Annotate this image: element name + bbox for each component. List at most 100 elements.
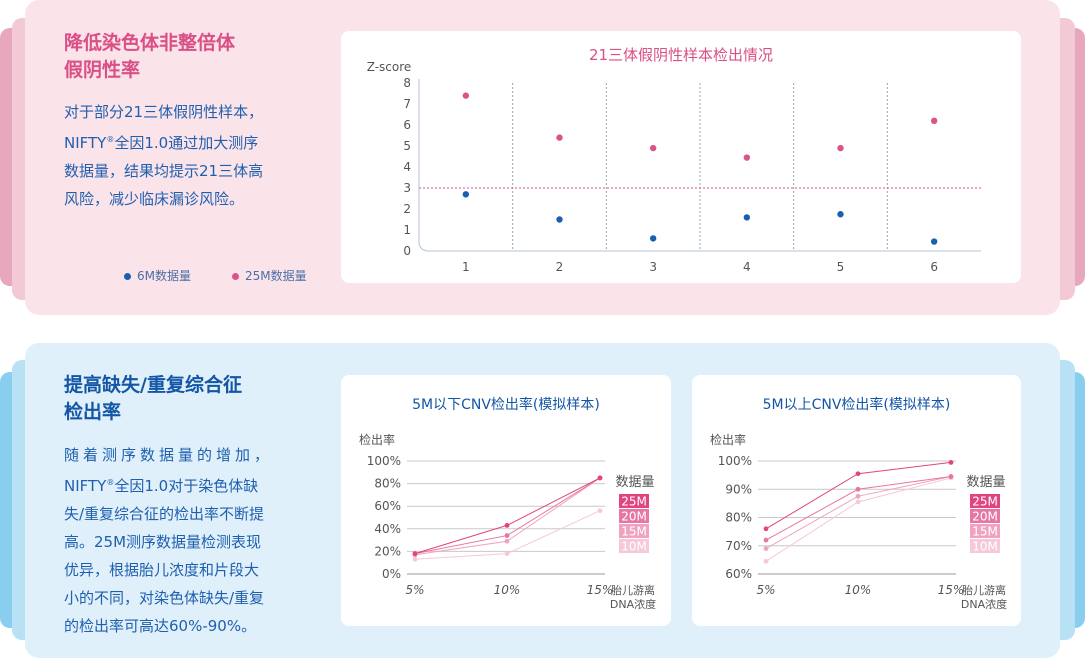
y-tick-label: 80%: [374, 477, 401, 491]
series-point-25m: [597, 475, 603, 481]
bottom-panel-title: 提高缺失/重复综合征 检出率: [64, 372, 242, 426]
point-25m: [649, 144, 657, 152]
top-text-line: 数据量，结果均提示21三体高: [64, 162, 264, 180]
bottom-panel-description: 随着测序数据量的增加， NIFTY®全因1.0对于染色体缺 失/重复综合征的检出…: [64, 441, 324, 640]
legend-6m: 6M数据量: [124, 267, 191, 284]
top-text-line: 对于部分21三体假阴性样本，: [64, 103, 264, 121]
y-tick-label: 4: [403, 160, 411, 174]
legend-25m: 25M数据量: [232, 267, 307, 284]
legend-swatch-15m: [970, 524, 1000, 538]
y-tick-label: 100%: [367, 454, 401, 468]
y-tick-label: 2: [403, 202, 411, 216]
series-point-15m: [855, 493, 861, 499]
y-axis-label: 检出率: [710, 432, 746, 447]
y-tick-label: 20%: [374, 544, 401, 558]
top-text-line: NIFTY®全因1.0通过加大测序: [64, 134, 259, 152]
top-title-line2: 假阴性率: [64, 59, 141, 81]
legend-title: 数据量: [615, 475, 654, 490]
x-axis-label-line2: DNA浓度: [610, 597, 656, 611]
legend-swatch-25m: [970, 494, 1000, 508]
series-point-20m: [504, 533, 510, 538]
legend-swatch-20m: [619, 509, 649, 523]
x-tick-label: 3: [649, 260, 657, 274]
series-point-15m: [504, 538, 510, 544]
series-line-20m: [765, 476, 952, 541]
legend-label-15m: 15M: [621, 525, 647, 539]
point-6m: [462, 191, 470, 198]
x-tick-label: 10%: [494, 583, 521, 597]
y-tick-label: 1: [403, 223, 411, 237]
zscore-scatter-chart: 0 1 2 3 4 5 6 7 8 Z-score 1 2 3 4 5 6: [367, 60, 981, 274]
legend-label-20m: 20M: [621, 510, 647, 524]
x-tick-label: 4: [743, 260, 751, 274]
y-tick-label: 90%: [725, 482, 752, 496]
bottom-text-line: 小的不同，对染色体缺失/重复: [64, 589, 265, 607]
zscore-chart-title: 21三体假阴性样本检出情况: [588, 46, 774, 64]
x-tick-label: 15%: [587, 583, 614, 597]
y-tick-label: 60%: [725, 567, 752, 581]
x-tick-label: 10%: [845, 583, 872, 597]
legend-swatch-25m: [619, 494, 649, 508]
series-point-10m: [855, 499, 861, 505]
y-tick-label: 70%: [725, 539, 752, 553]
series-point-15m: [763, 546, 769, 551]
series-point-25m: [855, 471, 861, 477]
y-axis-label: 检出率: [359, 432, 395, 447]
top-panel-description: 对于部分21三体假阴性样本， NIFTY®全因1.0通过加大测序 数据量，结果均…: [64, 98, 334, 213]
y-tick-label: 3: [403, 181, 411, 195]
point-6m: [837, 211, 844, 218]
y-axis-label: Z-score: [367, 60, 412, 74]
bottom-text-line: NIFTY®全因1.0对于染色体缺: [64, 477, 259, 495]
x-tick-label: 6: [930, 260, 938, 274]
top-panel-title: 降低染色体非整倍体 假阴性率: [64, 30, 235, 84]
legend-label-20m: 20M: [972, 510, 998, 524]
bottom-text-line: 的检出率可高达60%-90%。: [64, 617, 257, 635]
zscore-chart-card: [341, 31, 1021, 283]
x-tick-label: 15%: [938, 583, 965, 597]
legend-label-10m: 10M: [972, 540, 998, 554]
axis-line: [418, 79, 981, 252]
legend-swatch-10m: [619, 539, 649, 553]
cnv-above-5m-title: 5M以上CNV检出率(模拟样本): [762, 397, 951, 413]
y-tick-label: 40%: [374, 522, 401, 536]
series-point-20m: [763, 537, 769, 543]
series-point-25m: [948, 460, 954, 465]
series-point-25m: [504, 523, 510, 528]
legend-label-10m: 10M: [621, 540, 647, 554]
point-6m: [556, 216, 563, 223]
x-axis-label-line1: 胎儿游离: [611, 583, 655, 597]
series-point-10m: [412, 556, 418, 562]
top-text-line: 风险，减少临床漏诊风险。: [64, 190, 245, 208]
y-tick-label: 100%: [718, 454, 752, 468]
bottom-text-line: 随着测序数据量的增加，: [64, 446, 274, 464]
y-tick-label: 80%: [725, 511, 752, 525]
point-25m: [556, 134, 563, 141]
cnv-below-5m-title: 5M以下CNV检出率(模拟样本): [412, 397, 600, 413]
series-point-20m: [948, 474, 954, 479]
point-25m: [930, 117, 938, 124]
legend-swatch-15m: [619, 524, 649, 538]
bottom-text-line: 优异，根据胎儿浓度和片段大: [64, 561, 260, 579]
point-25m: [743, 154, 751, 161]
point-6m: [743, 214, 751, 221]
y-tick-label: 7: [403, 97, 411, 111]
point-25m: [837, 144, 844, 152]
series-point-25m: [763, 526, 769, 532]
bottom-text-line: 高。25M测序数据量检测表现: [64, 533, 262, 551]
series-point-10m: [597, 508, 603, 514]
legend-swatch-20m: [970, 509, 1000, 523]
series-point-10m: [504, 551, 510, 557]
legend-label-15m: 15M: [972, 525, 998, 539]
cnv-below-5m-card: [341, 375, 671, 626]
y-tick-label: 8: [403, 76, 411, 90]
series-point-20m: [855, 486, 861, 492]
bottom-title-line2: 检出率: [64, 401, 122, 423]
x-tick-label: 5%: [405, 583, 424, 597]
legend-label-25m: 25M: [972, 495, 998, 509]
y-tick-label: 0: [403, 244, 411, 258]
x-axis-label-line2: DNA浓度: [961, 597, 1007, 611]
bottom-text-line: 失/重复综合征的检出率不断提: [64, 505, 265, 523]
legend-label-25m: 25M: [621, 495, 647, 509]
x-tick-label: 2: [556, 260, 564, 274]
